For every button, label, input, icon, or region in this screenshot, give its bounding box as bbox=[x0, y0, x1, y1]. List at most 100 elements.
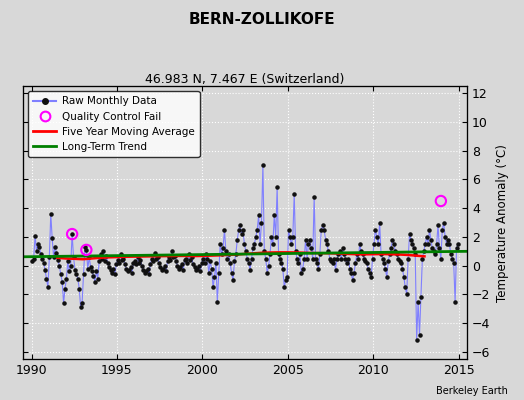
Point bbox=[102, 252, 111, 259]
Point bbox=[119, 255, 127, 262]
Point bbox=[286, 234, 294, 240]
Point bbox=[75, 286, 83, 292]
Point bbox=[392, 251, 401, 257]
Point bbox=[42, 276, 51, 282]
Point bbox=[142, 268, 150, 275]
Point bbox=[404, 255, 412, 262]
Legend: Raw Monthly Data, Quality Control Fail, Five Year Moving Average, Long-Term Tren: Raw Monthly Data, Quality Control Fail, … bbox=[28, 91, 200, 157]
Point bbox=[84, 265, 92, 272]
Point bbox=[229, 277, 237, 283]
Point bbox=[430, 248, 438, 254]
Point bbox=[424, 241, 432, 247]
Point bbox=[260, 248, 268, 254]
Point bbox=[444, 237, 452, 243]
Point bbox=[376, 219, 384, 226]
Point bbox=[371, 226, 379, 233]
Point bbox=[188, 254, 196, 260]
Point bbox=[38, 255, 47, 262]
Point bbox=[334, 251, 343, 257]
Point bbox=[138, 262, 146, 269]
Point bbox=[301, 237, 310, 243]
Point bbox=[99, 248, 107, 254]
Point bbox=[233, 237, 242, 243]
Point bbox=[263, 270, 271, 276]
Point bbox=[446, 251, 455, 257]
Point bbox=[47, 211, 55, 217]
Point bbox=[235, 226, 243, 233]
Point bbox=[72, 271, 81, 278]
Point bbox=[344, 255, 353, 262]
Point bbox=[149, 258, 158, 264]
Point bbox=[293, 255, 301, 262]
Point bbox=[407, 237, 415, 243]
Point bbox=[71, 267, 79, 273]
Point bbox=[145, 271, 153, 278]
Point bbox=[283, 274, 291, 280]
Point bbox=[217, 251, 226, 257]
Point bbox=[182, 255, 190, 262]
Point bbox=[57, 271, 65, 278]
Point bbox=[425, 226, 434, 233]
Point bbox=[266, 251, 274, 257]
Point bbox=[67, 262, 75, 269]
Point bbox=[255, 212, 263, 218]
Point bbox=[136, 257, 145, 263]
Point bbox=[307, 245, 315, 252]
Point bbox=[98, 255, 106, 262]
Point bbox=[351, 260, 359, 266]
Point bbox=[340, 251, 348, 257]
Point bbox=[408, 241, 417, 247]
Point bbox=[245, 260, 253, 266]
Point bbox=[163, 258, 172, 264]
Point bbox=[294, 260, 303, 266]
Point bbox=[436, 255, 445, 262]
Point bbox=[452, 245, 461, 252]
Point bbox=[101, 258, 109, 264]
Point bbox=[184, 251, 193, 257]
Point bbox=[109, 265, 117, 272]
Point bbox=[192, 267, 200, 273]
Point bbox=[256, 241, 264, 247]
Point bbox=[249, 245, 257, 252]
Point bbox=[242, 248, 250, 254]
Point bbox=[199, 255, 208, 262]
Point bbox=[250, 241, 258, 247]
Point bbox=[49, 254, 58, 260]
Point bbox=[397, 260, 405, 266]
Point bbox=[275, 251, 283, 257]
Point bbox=[79, 271, 88, 278]
Point bbox=[277, 260, 286, 266]
Point bbox=[146, 261, 155, 268]
Point bbox=[438, 226, 446, 233]
Point bbox=[355, 241, 364, 247]
Point bbox=[225, 251, 233, 257]
Point bbox=[273, 184, 281, 190]
Point bbox=[194, 262, 203, 269]
Point bbox=[337, 255, 345, 262]
Point bbox=[95, 258, 103, 264]
Point bbox=[402, 291, 411, 298]
Point bbox=[401, 284, 409, 290]
Point bbox=[414, 298, 422, 305]
Point bbox=[370, 241, 378, 247]
Point bbox=[34, 241, 42, 247]
Point bbox=[162, 268, 170, 275]
Point bbox=[158, 267, 166, 273]
Point bbox=[59, 300, 68, 306]
Point bbox=[139, 267, 148, 273]
Point bbox=[239, 226, 247, 233]
Point bbox=[32, 248, 41, 254]
Point bbox=[383, 274, 391, 280]
Point bbox=[374, 241, 383, 247]
Point bbox=[202, 251, 210, 257]
Point bbox=[325, 255, 334, 262]
Point bbox=[343, 260, 351, 266]
Point bbox=[257, 219, 266, 226]
Point bbox=[150, 250, 159, 256]
Point bbox=[81, 244, 89, 250]
Point bbox=[252, 234, 260, 240]
Point bbox=[210, 274, 219, 280]
Point bbox=[125, 267, 133, 273]
Point bbox=[130, 258, 139, 264]
Point bbox=[445, 241, 454, 247]
